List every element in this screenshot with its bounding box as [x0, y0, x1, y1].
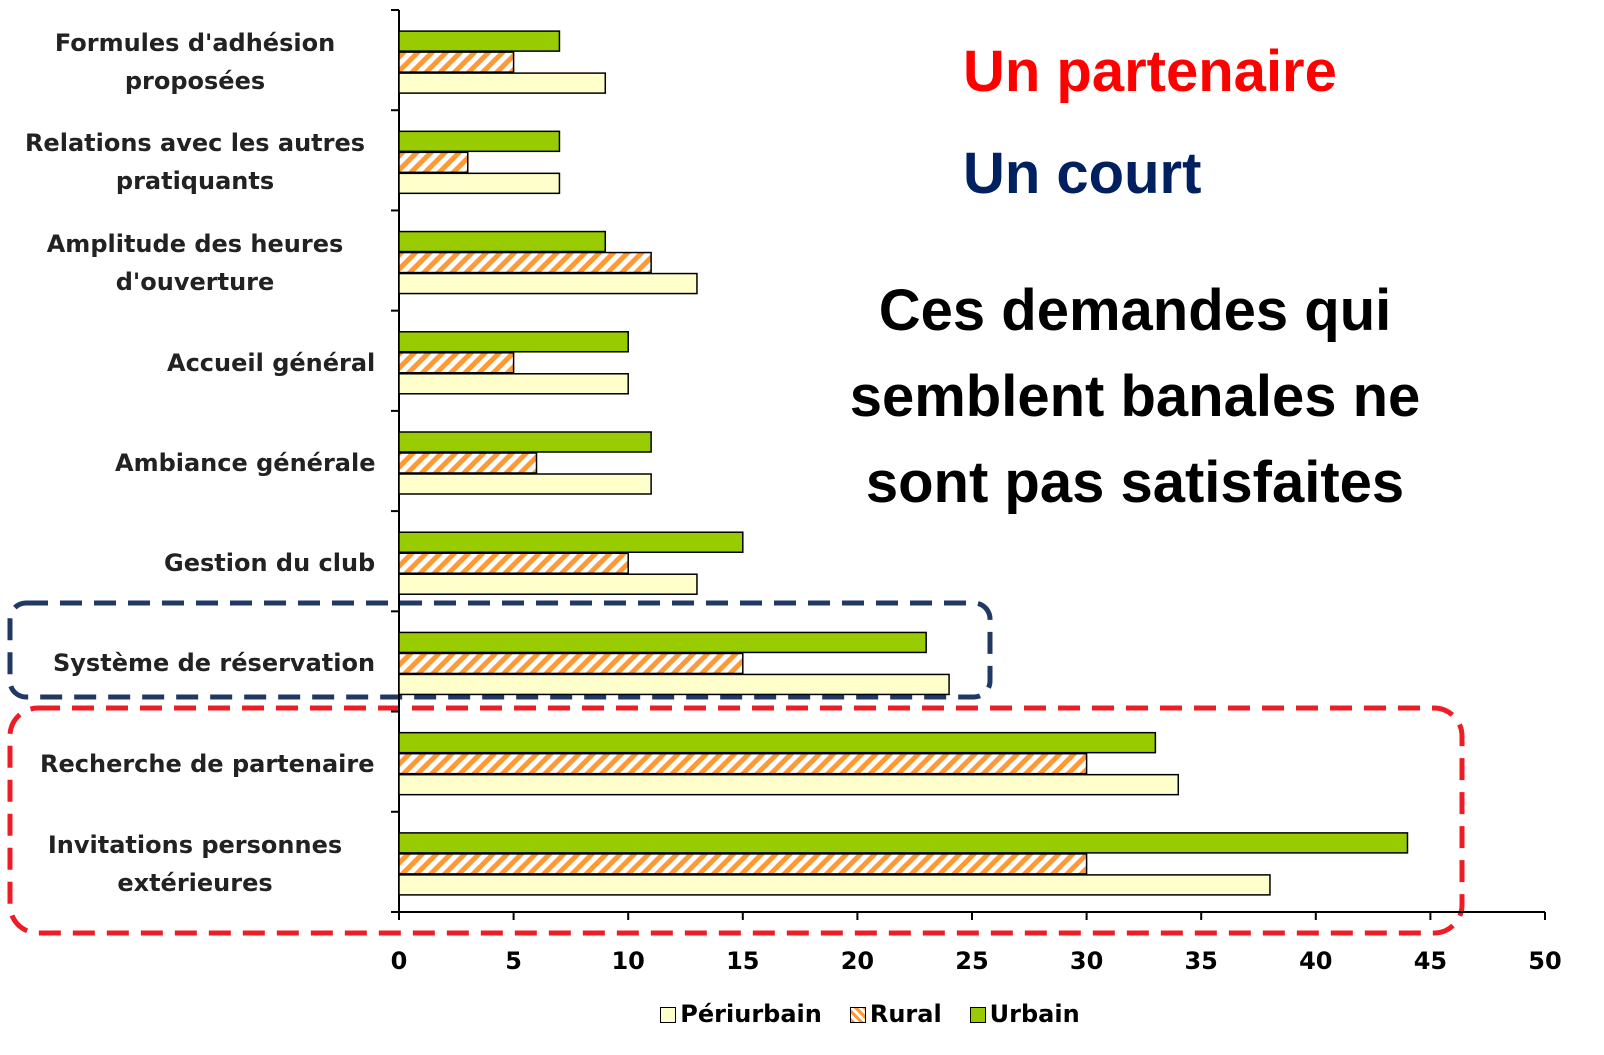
- bar: [398, 832, 1409, 854]
- bar: [398, 573, 698, 595]
- bar: [398, 72, 607, 94]
- x-tick-label: 15: [726, 947, 759, 975]
- category-label: Gestion du club: [164, 549, 376, 578]
- bar: [398, 30, 561, 52]
- x-tick-label: 5: [505, 947, 522, 975]
- legend-label: Urbain: [989, 1000, 1080, 1028]
- x-tick-label: 50: [1528, 947, 1561, 975]
- bar: [398, 874, 1271, 896]
- x-tick-label: 45: [1414, 947, 1447, 975]
- annotation: Ces demandes qui semblent banales ne son…: [849, 278, 1421, 515]
- legend-swatch: [660, 1007, 677, 1023]
- bar: [398, 331, 629, 353]
- category-label: Système de réservation: [53, 649, 376, 678]
- legend-swatch: [849, 1007, 866, 1023]
- legend-item: Rural: [849, 1000, 942, 1028]
- legend: Périurbain Rural Urbain: [0, 1000, 1604, 1028]
- legend-label: Rural: [869, 1000, 942, 1028]
- highlight-box: [7, 705, 1465, 936]
- bar: [398, 673, 950, 696]
- bar: [398, 230, 607, 253]
- x-tick-label: 0: [391, 947, 408, 975]
- category-label: Accueil général: [167, 348, 376, 377]
- x-tick-label: 40: [1299, 947, 1332, 975]
- bar: [398, 130, 561, 153]
- bar: [398, 853, 1088, 875]
- bar: [398, 352, 515, 374]
- highlight-box: [7, 600, 993, 700]
- bar: [398, 652, 744, 675]
- bar: [398, 473, 652, 495]
- bar: [398, 151, 469, 174]
- annotation: Un court: [963, 141, 1202, 206]
- bar: [398, 631, 927, 654]
- bar: [398, 452, 538, 474]
- bar: [398, 773, 1180, 796]
- bar: [398, 531, 744, 553]
- legend-item: Urbain: [969, 1000, 1080, 1028]
- legend-label: Périurbain: [680, 1000, 822, 1028]
- bar: [398, 172, 561, 195]
- bar: [398, 731, 1157, 754]
- legend-swatch: [969, 1007, 986, 1023]
- bar: [398, 752, 1088, 775]
- category-label: Formules d'adhésion proposées: [54, 29, 336, 96]
- x-tick-label: 10: [611, 947, 644, 975]
- x-tick-label: 20: [841, 947, 874, 975]
- legend-item: Périurbain: [660, 1000, 822, 1028]
- bar: [398, 552, 629, 574]
- bar: [398, 251, 652, 274]
- bar: [398, 373, 629, 395]
- annotation: Un partenaire: [963, 39, 1337, 104]
- x-tick-label: 25: [955, 947, 988, 975]
- category-label: Relations avec les autres pratiquants: [24, 129, 366, 196]
- category-label: Invitations personnes extérieures: [47, 830, 343, 897]
- category-label: Amplitude des heures d'ouverture: [46, 229, 344, 296]
- category-label: Recherche de partenaire: [40, 749, 375, 778]
- x-tick-label: 35: [1184, 947, 1217, 975]
- bar: [398, 272, 698, 295]
- bar: [398, 51, 515, 73]
- x-tick-label: 30: [1070, 947, 1103, 975]
- bar: [398, 431, 652, 453]
- category-label: Ambiance générale: [115, 449, 376, 477]
